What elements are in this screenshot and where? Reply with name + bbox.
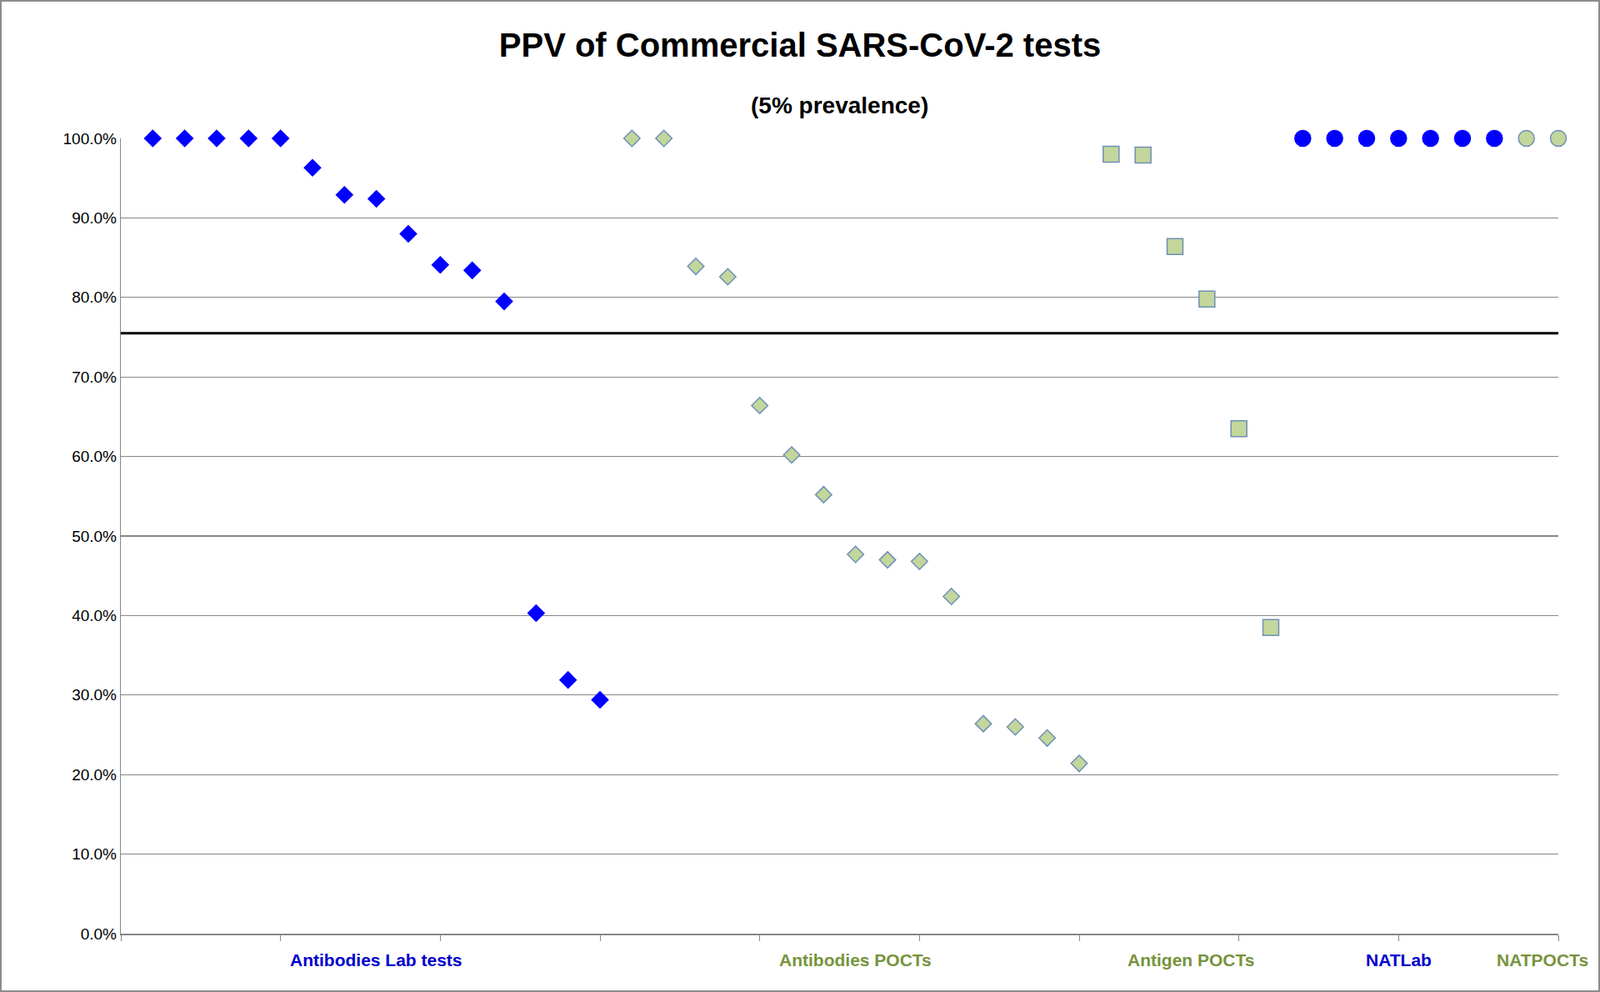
svg-text:PPV of Commercial SARS-CoV-2 t: PPV of Commercial SARS-CoV-2 tests bbox=[499, 26, 1101, 64]
svg-text:40.0%: 40.0% bbox=[71, 606, 117, 625]
svg-text:60.0%: 60.0% bbox=[71, 447, 117, 465]
svg-text:30.0%: 30.0% bbox=[71, 685, 117, 704]
svg-text:Antibodies Lab tests: Antibodies Lab tests bbox=[290, 950, 463, 970]
svg-text:Antibodies POCTs: Antibodies POCTs bbox=[779, 950, 932, 970]
svg-text:10.0%: 10.0% bbox=[71, 845, 117, 863]
svg-text:NATLab: NATLab bbox=[1365, 950, 1432, 970]
svg-text:0.0%: 0.0% bbox=[80, 925, 117, 943]
svg-text:90.0%: 90.0% bbox=[71, 209, 117, 227]
svg-text:70.0%: 70.0% bbox=[71, 368, 117, 386]
svg-text:Antigen POCTs: Antigen POCTs bbox=[1127, 950, 1255, 970]
svg-text:80.0%: 80.0% bbox=[71, 288, 117, 306]
svg-text:20.0%: 20.0% bbox=[71, 765, 117, 784]
svg-text:NATPOCTs: NATPOCTs bbox=[1496, 950, 1589, 970]
svg-text:50.0%: 50.0% bbox=[71, 527, 117, 545]
svg-text:(5% prevalence): (5% prevalence) bbox=[750, 92, 929, 119]
svg-text:100.0%: 100.0% bbox=[63, 130, 118, 148]
